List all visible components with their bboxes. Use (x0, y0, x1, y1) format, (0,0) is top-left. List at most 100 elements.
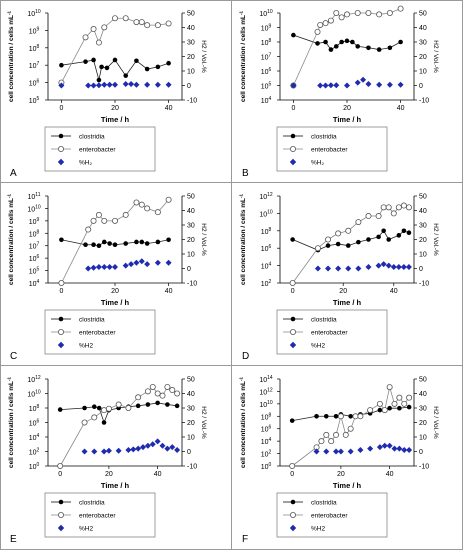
clostridia-point (344, 38, 350, 44)
legend-marker-clostridia (290, 499, 296, 505)
enterobacter-point (149, 383, 156, 390)
enterobacter-point (344, 11, 351, 18)
enterobacter-point (101, 217, 108, 224)
panel-a: 105 106 107 108 109 1010 -10 0 10 20 30 40 50 0 20 40 Ti… (7, 9, 208, 179)
left-tick-label: 104 (261, 262, 272, 271)
h2-point (344, 82, 350, 89)
left-tick-label: 108 (261, 412, 272, 421)
right-tick-label: 40 (187, 391, 195, 398)
clostridia-point (59, 237, 64, 243)
h2-point (375, 262, 382, 269)
right-axis-label: H2 / Vol.-% (432, 223, 439, 256)
left-tick-label: 108 (29, 229, 40, 238)
right-tick-label: 50 (187, 377, 195, 384)
x-tick-label: 20 (111, 288, 119, 295)
legend-marker-enterobacter (58, 328, 65, 335)
legend-label: enterobacter (311, 147, 348, 154)
legend-marker-enterobacter (290, 145, 297, 152)
enterobacter-point (101, 407, 108, 414)
h2-point (105, 447, 112, 454)
enterobacter-point (367, 407, 374, 414)
enterobacter-point (400, 202, 407, 209)
enterobacter-point (289, 280, 296, 287)
panel-b: 104 105 106 107 108 109 1010 -10 0 10 20 30 40 50 0 20 4… (239, 5, 439, 179)
x-tick-label: 20 (105, 471, 113, 478)
enterobacter-point (314, 28, 321, 35)
left-axis-label: cell concentration / cells mL-1 (239, 376, 248, 468)
h2-point (144, 442, 151, 449)
enterobacter-point (81, 419, 88, 426)
enterobacter-point (90, 26, 97, 33)
legend-label: clostridia (311, 134, 337, 141)
clostridia-point (123, 73, 129, 78)
right-tick-label: 40 (187, 25, 195, 32)
enterobacter-point (391, 400, 398, 407)
right-tick-label: 40 (419, 208, 427, 215)
h2-point (397, 81, 404, 88)
series-line (61, 199, 169, 284)
enterobacter-point (323, 431, 330, 438)
left-tick-label: 1014 (259, 375, 273, 384)
right-tick-label: 30 (187, 223, 195, 230)
h2-point (355, 265, 362, 272)
h2-point (125, 447, 132, 454)
legend-marker-h2 (289, 158, 297, 166)
clostridia-point (155, 64, 161, 70)
legend-label: %H2 (79, 526, 93, 533)
clostridia-point (83, 242, 88, 248)
right-tick-label: 20 (187, 54, 195, 61)
enterobacter-point (342, 431, 349, 438)
panel-label: F (242, 534, 248, 545)
x-tick-label: 0 (58, 471, 62, 478)
h2-point (367, 445, 374, 452)
legend-marker-h2 (289, 341, 297, 349)
h2-point (115, 447, 122, 454)
enterobacter-point (405, 204, 412, 211)
h2-point (365, 264, 372, 271)
h2-point (144, 261, 151, 268)
h2-point (337, 448, 344, 455)
x-tick-label: 40 (165, 288, 173, 295)
x-tick-label: 0 (291, 288, 295, 295)
h2-point (101, 81, 108, 88)
h2-point (95, 82, 102, 89)
clostridia-point (289, 418, 295, 423)
legend-label: enterobacter (311, 513, 348, 520)
enterobacter-point (375, 213, 382, 220)
left-tick-label: 1010 (27, 204, 41, 213)
legend-label: clostridia (79, 134, 105, 141)
enterobacter-point (333, 9, 340, 16)
h2-point (335, 265, 342, 272)
left-tick-label: 1011 (28, 192, 41, 201)
x-tick-label: 40 (165, 105, 173, 112)
h2-point (154, 81, 161, 88)
enterobacter-point (85, 226, 92, 233)
enterobacter-point (317, 21, 324, 28)
h2-point (322, 82, 329, 89)
enterobacter-point (376, 11, 383, 18)
h2-point (81, 448, 88, 455)
right-tick-label: 50 (187, 194, 195, 201)
right-axis-label: H2 / Vol.-% (200, 40, 207, 73)
series-line (61, 59, 169, 81)
clostridia-point (355, 44, 361, 49)
right-tick-label: 50 (419, 11, 427, 18)
enterobacter-point (390, 210, 397, 217)
right-tick-label: -10 (419, 464, 429, 471)
legend-label: clostridia (311, 317, 337, 324)
right-tick-label: 40 (419, 391, 427, 398)
h2-point (391, 445, 398, 452)
right-tick-label: 0 (187, 449, 191, 456)
left-tick-label: 106 (261, 67, 272, 76)
h2-point (313, 448, 320, 455)
right-axis-label: H2 / Vol.-% (200, 406, 207, 439)
clostridia-point (83, 59, 88, 64)
series-line (292, 230, 410, 251)
right-tick-label: 10 (187, 252, 195, 259)
enterobacter-point (289, 463, 296, 470)
h2-point (133, 259, 140, 266)
clostridia-point (91, 242, 96, 248)
enterobacter-point (138, 201, 145, 208)
enterobacter-point (154, 209, 161, 216)
h2-point (317, 82, 324, 89)
